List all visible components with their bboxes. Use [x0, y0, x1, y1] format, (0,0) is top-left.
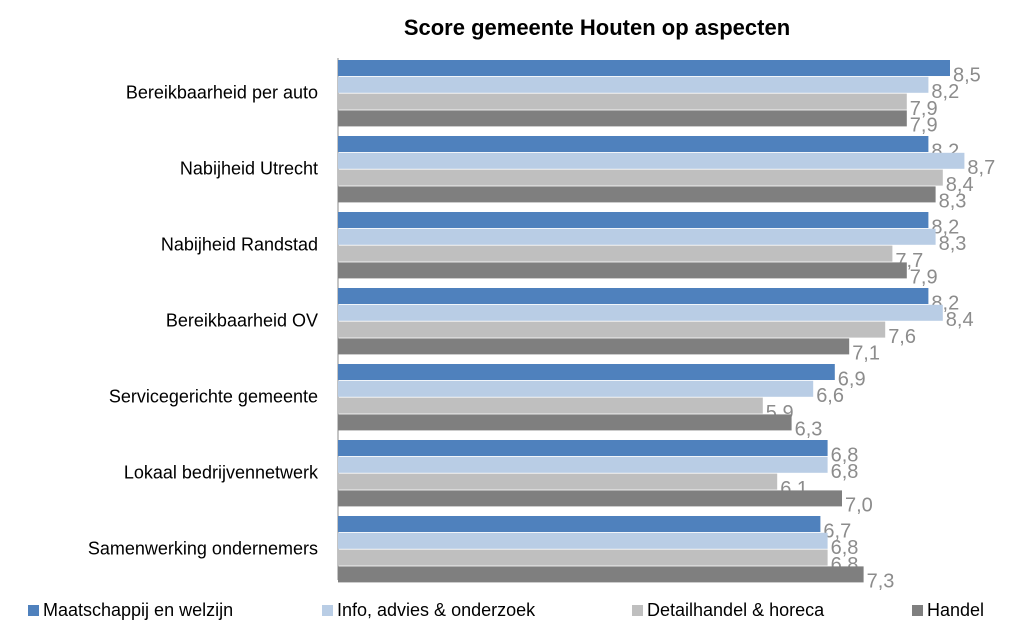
category-label: Bereikbaarheid per auto	[126, 82, 318, 102]
legend-swatch	[322, 605, 333, 616]
category-label: Lokaal bedrijvennetwerk	[124, 462, 319, 482]
legend-label: Info, advies & onderzoek	[337, 600, 536, 620]
value-label: 8,5	[953, 64, 981, 86]
bar	[338, 338, 850, 355]
category-label: Nabijheid Randstad	[161, 234, 318, 254]
legend-swatch	[912, 605, 923, 616]
bar	[338, 228, 936, 245]
bar	[338, 245, 893, 262]
bar	[338, 456, 828, 473]
bar	[338, 60, 950, 76]
legend-label: Detailhandel & horeca	[647, 600, 825, 620]
bar	[338, 152, 965, 169]
value-label: 6,9	[838, 368, 866, 390]
value-label: 7,9	[910, 98, 938, 120]
value-label: 7,9	[910, 267, 938, 289]
bar	[338, 288, 929, 304]
value-label: 7,0	[845, 495, 873, 517]
bar	[338, 516, 821, 532]
bar	[338, 397, 763, 414]
legend-label: Handel	[927, 600, 984, 620]
value-label: 6,3	[795, 419, 823, 441]
value-label: 7,6	[888, 326, 916, 348]
bar	[338, 566, 864, 583]
value-label: 8,3	[939, 191, 967, 213]
value-label: 8,2	[931, 216, 959, 238]
bar	[338, 169, 943, 186]
value-label: 8,7	[967, 157, 995, 179]
bar	[338, 304, 943, 321]
bar	[338, 321, 886, 338]
bar	[338, 186, 936, 203]
category-label: Bereikbaarheid OV	[166, 310, 318, 330]
value-label: 6,8	[831, 461, 859, 483]
bar	[338, 490, 842, 507]
category-label: Nabijheid Utrecht	[180, 158, 318, 178]
value-label: 7,1	[852, 343, 880, 365]
value-label: 6,6	[816, 385, 844, 407]
legend-label: Maatschappij en welzijn	[43, 600, 233, 620]
bar	[338, 136, 929, 152]
value-label: 6,8	[831, 537, 859, 559]
category-label: Servicegerichte gemeente	[109, 386, 318, 406]
value-label: 7,9	[910, 115, 938, 137]
value-label: 8,3	[939, 233, 967, 255]
bar	[338, 110, 907, 127]
value-label: 7,3	[867, 571, 895, 593]
value-label: 6,7	[823, 520, 851, 542]
bar	[338, 93, 907, 110]
bar	[338, 440, 828, 456]
bar	[338, 473, 778, 490]
value-label: 8,2	[931, 81, 959, 103]
bar	[338, 262, 907, 279]
bar	[338, 212, 929, 228]
bar	[338, 76, 929, 93]
value-label: 8,4	[946, 309, 974, 331]
bar	[338, 380, 814, 397]
bar	[338, 414, 792, 431]
bar	[338, 532, 828, 549]
bar	[338, 549, 828, 566]
value-label: 8,4	[946, 174, 974, 196]
bar	[338, 364, 835, 380]
category-label: Samenwerking ondernemers	[88, 538, 318, 558]
value-label: 6,8	[831, 444, 859, 466]
chart-title: Score gemeente Houten op aspecten	[404, 15, 790, 40]
legend-swatch	[28, 605, 39, 616]
legend-swatch	[632, 605, 643, 616]
